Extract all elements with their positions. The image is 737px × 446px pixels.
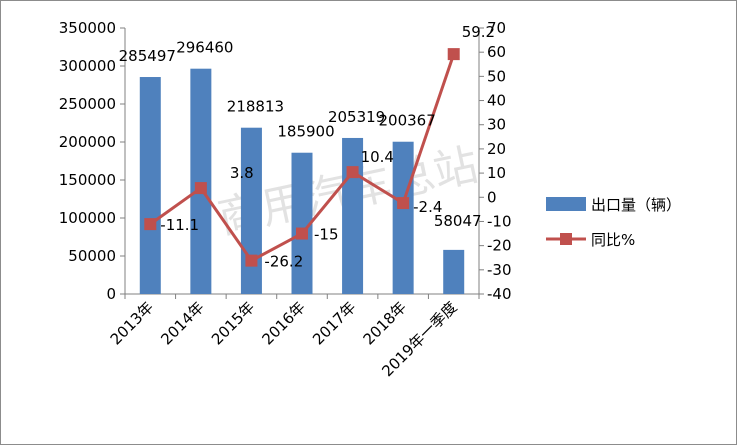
right-tick-label: -40 — [487, 285, 512, 303]
right-tick-label: 60 — [487, 43, 506, 61]
x-category-label: 2013年 — [107, 298, 157, 348]
line-data-label: -2.4 — [413, 198, 442, 216]
left-tick-label: 250000 — [59, 95, 116, 113]
line-marker — [245, 254, 258, 267]
right-tick-label: 30 — [487, 116, 506, 134]
bar-data-label: 296460 — [176, 39, 233, 57]
bar-data-label: 58047 — [434, 212, 482, 230]
left-tick-label: 300000 — [59, 57, 116, 75]
line-marker — [296, 227, 308, 240]
line-marker — [346, 166, 359, 179]
line-data-label: 59.2 — [462, 23, 495, 41]
line-data-label: 3.8 — [230, 164, 254, 182]
left-tick-label: 150000 — [59, 171, 116, 189]
right-tick-label: -30 — [487, 261, 512, 279]
bar — [291, 152, 313, 294]
x-category-label: 2017年 — [309, 298, 359, 348]
x-category-label: 2016年 — [258, 298, 308, 348]
legend-line-label: 同比% — [591, 231, 635, 249]
right-tick-label: 20 — [487, 140, 506, 158]
bar — [392, 141, 414, 294]
bar — [190, 68, 212, 294]
x-category-label: 2018年 — [360, 298, 410, 348]
line-marker — [397, 197, 410, 210]
left-tick-label: 350000 — [59, 19, 116, 37]
line-data-label: 10.4 — [361, 148, 394, 166]
left-tick-label: 50000 — [68, 247, 116, 265]
line-marker — [447, 48, 460, 61]
bar-data-label: 218813 — [227, 98, 284, 116]
right-tick-label: -10 — [487, 212, 512, 230]
legend-line-marker — [560, 233, 572, 245]
legend: 出口量（辆） 同比% — [546, 196, 681, 249]
bar — [443, 249, 465, 294]
right-tick-label: 70 — [487, 19, 506, 37]
right-tick-label: 40 — [487, 92, 506, 110]
right-tick-label: 10 — [487, 164, 506, 182]
x-category-label: 2015年 — [208, 298, 258, 348]
line-data-label: -15 — [314, 226, 339, 244]
x-category-label: 2014年 — [157, 298, 207, 348]
bar — [139, 77, 161, 294]
legend-bar-label: 出口量（辆） — [591, 196, 681, 214]
line-data-label: -11.1 — [160, 216, 199, 234]
axes-layer: 0 50000 100000 150000 200000 250000 300000 3500… — [59, 19, 512, 303]
bar-data-label: 205319 — [328, 108, 385, 126]
bar — [240, 127, 262, 294]
bar-data-label: 200367 — [379, 112, 436, 130]
line-marker — [194, 182, 207, 195]
line-marker — [144, 218, 157, 231]
right-tick-label: 0 — [487, 188, 497, 206]
line-data-label: -26.2 — [264, 253, 303, 271]
right-tick-label: -20 — [487, 237, 512, 255]
bar-data-label: 185900 — [277, 123, 334, 141]
bar-data-label: 285497 — [119, 47, 176, 65]
legend-bar-swatch — [546, 197, 586, 211]
right-tick-label: 50 — [487, 67, 506, 85]
line-layer — [144, 48, 460, 267]
left-tick-label: 0 — [106, 285, 116, 303]
left-tick-label: 100000 — [59, 209, 116, 227]
left-tick-label: 200000 — [59, 133, 116, 151]
